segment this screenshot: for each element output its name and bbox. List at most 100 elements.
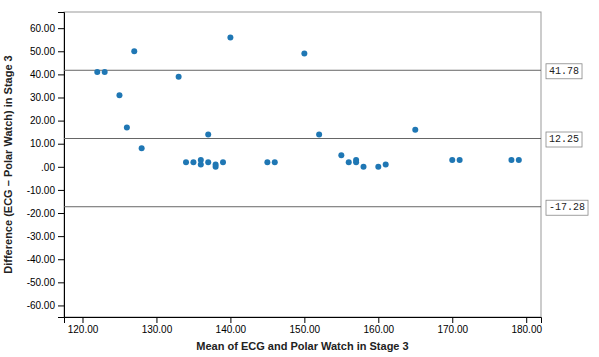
y-axis-tick: -50.00 [27,277,64,288]
y-axis-tick-mark [58,51,64,52]
reference-label-group: 41.78 [546,64,582,79]
y-axis-tick-label: .00 [41,162,55,173]
point [227,34,233,40]
x-axis-tick-label: 170.00 [437,324,468,335]
y-axis-tick: 30.00 [30,92,64,103]
x-axis-tick-label: 120.00 [68,324,99,335]
y-axis-tick: -10.00 [27,185,64,196]
y-axis-tick: -20.00 [27,208,64,219]
y-axis-title: Difference (ECG – Polar Watch) in Stage … [2,55,14,273]
y-axis-tick-label: -60.00 [27,300,56,311]
y-axis-tick-label: 30.00 [30,92,55,103]
point [361,164,367,170]
y-axis-tick-mark [58,28,64,29]
y-axis-tick-mark [58,190,64,191]
y-axis-tick: 50.00 [30,46,64,57]
y-axis-tick-label: -10.00 [27,185,56,196]
y-axis-tick: 10.00 [30,138,64,149]
y-axis-tick: -30.00 [27,231,64,242]
x-axis-tick: 160.00 [364,317,395,335]
y-axis: -60.00 -50.00 -40.00 -30.00 -20.00 -10.00 .00 1… [27,13,65,318]
y-axis-tick-mark [58,144,64,145]
y-axis-tick-label: 50.00 [30,46,55,57]
y-axis-tick-label: 20.00 [30,115,55,126]
y-axis-tick-mark [58,121,64,122]
y-axis-tick: -60.00 [27,300,64,311]
y-axis-tick-label: 40.00 [30,69,55,80]
y-axis-tick-label: -20.00 [27,208,56,219]
label-box [546,200,588,215]
y-axis-tick-mark [58,213,64,214]
y-axis-tick-mark [58,236,64,237]
x-axis: 120.00 130.00 140.00 150.00 160.00 170.00 180.… [65,317,543,335]
point [272,159,278,165]
y-axis-tick-mark [58,74,64,75]
point [139,145,145,151]
x-axis-tick-label: 150.00 [290,324,321,335]
point [508,157,514,163]
y-axis-tick-label: -40.00 [27,254,56,265]
x-axis-title: Mean of ECG and Polar Watch in Stage 3 [196,340,408,352]
point [375,164,381,170]
point [383,162,389,168]
label-box [546,64,582,79]
reference-label-group: -17.28 [546,200,588,215]
reference-line [64,206,541,207]
point [412,127,418,133]
point [264,159,270,165]
reference-line [64,138,541,139]
point [116,92,122,98]
y-axis-tick-label: 10.00 [30,138,55,149]
x-axis-tick-label: 160.00 [364,324,395,335]
y-axis-tick-mark [58,259,64,260]
point [205,159,211,165]
y-axis-tick-mark [58,167,64,168]
x-axis-tick: 140.00 [216,317,247,335]
point [213,162,219,168]
plot: 120.00 130.00 140.00 150.00 160.00 170.00 180.… [2,12,588,352]
x-axis-tick: 150.00 [290,317,321,335]
x-axis-line [65,318,542,324]
y-axis-tick: 60.00 [30,23,64,34]
y-axis-line [58,13,65,318]
y-axis-tick-label: -50.00 [27,277,56,288]
reference-labels: 41.78 12.25 -17.28 [546,64,588,215]
x-axis-tick: 170.00 [437,317,468,335]
reference-label: 12.25 [549,134,579,145]
point [353,159,359,165]
x-axis-tick: 120.00 [68,317,99,335]
point [316,131,322,137]
x-axis-tick-mark [82,317,83,323]
x-axis-tick: 130.00 [142,317,173,335]
reference-label: -17.28 [549,202,585,213]
point [124,125,130,131]
x-axis-tick-mark [378,317,379,323]
y-axis-tick-label: 60.00 [30,23,55,34]
point [131,48,137,54]
point [301,51,307,57]
x-axis-tick-mark [156,317,157,323]
y-axis-tick-mark [58,305,64,306]
x-axis-tick-label: 180.00 [511,324,542,335]
y-axis-tick-label: -30.00 [27,231,56,242]
point [338,152,344,158]
y-axis-tick-mark [58,97,64,98]
point [94,69,100,75]
point [516,157,522,163]
y-axis-tick-mark [58,282,64,283]
label-box [546,132,582,147]
x-axis-tick-label: 130.00 [142,324,173,335]
x-axis-tick-mark [452,317,453,323]
y-axis-tick: 20.00 [30,115,64,126]
chart: 120.00 130.00 140.00 150.00 160.00 170.00 180.… [0,0,599,357]
x-axis-tick-mark [230,317,231,323]
x-axis-tick-mark [526,317,527,323]
x-axis-tick-mark [304,317,305,323]
marks [64,34,541,206]
point [346,159,352,165]
point [198,162,204,168]
point [457,157,463,163]
plot-frame [64,12,541,317]
reference-line [64,70,541,71]
point [220,159,226,165]
